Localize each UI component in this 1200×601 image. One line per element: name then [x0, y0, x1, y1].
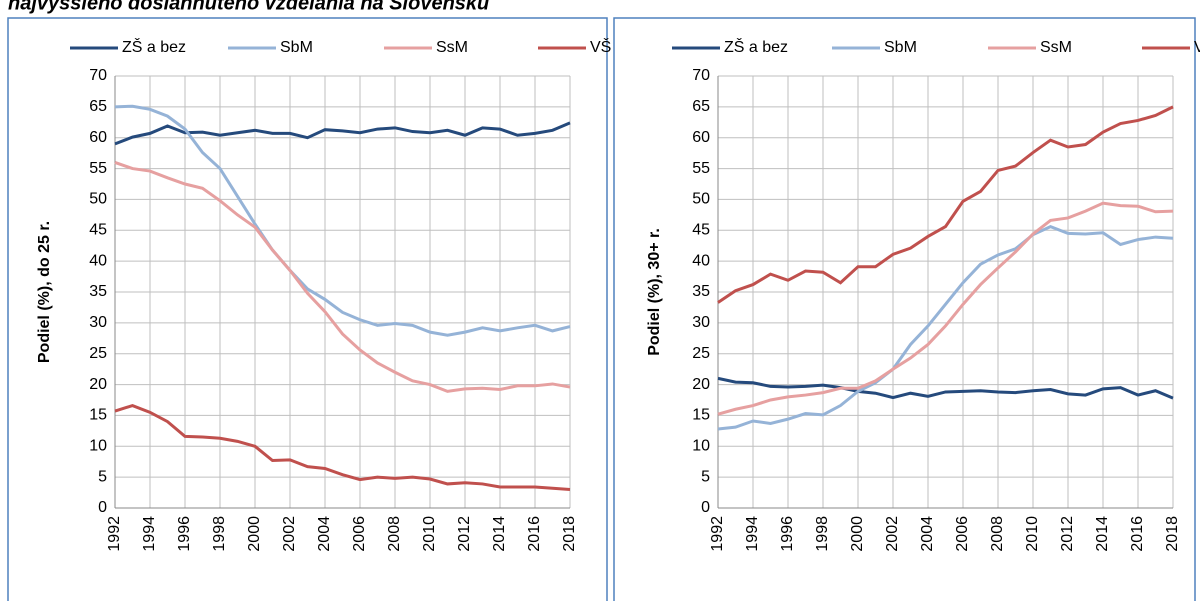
legend-label: SsM	[436, 39, 468, 56]
y-tick-label: 15	[692, 407, 710, 424]
legend-label: VŠ	[590, 37, 611, 56]
y-axis-label: Podiel (%), 30+ r.	[646, 228, 663, 356]
y-tick-label: 0	[701, 499, 710, 516]
legend-label: ZŠ a bez	[122, 37, 186, 56]
x-tick-label: 2002	[281, 516, 298, 552]
y-tick-label: 60	[692, 129, 710, 146]
x-tick-label: 2006	[954, 516, 971, 552]
legend-label: SsM	[1040, 39, 1072, 56]
legend-label: SbM	[884, 39, 917, 56]
x-tick-label: 1994	[744, 516, 761, 552]
x-tick-label: 1996	[779, 516, 796, 552]
y-tick-label: 50	[692, 191, 710, 208]
legend-label: SbM	[280, 39, 313, 56]
y-tick-label: 55	[89, 160, 107, 177]
x-tick-label: 1996	[176, 516, 193, 552]
y-tick-label: 10	[89, 438, 107, 455]
y-tick-label: 70	[692, 67, 710, 84]
y-tick-label: 10	[692, 438, 710, 455]
y-tick-label: 35	[692, 283, 710, 300]
y-tick-label: 40	[89, 252, 107, 269]
series-line	[717, 201, 1174, 416]
x-tick-label: 2002	[884, 516, 901, 552]
y-tick-label: 25	[89, 345, 107, 362]
x-tick-label: 2012	[1059, 516, 1076, 552]
x-tick-label: 2000	[246, 516, 263, 552]
y-tick-label: 30	[692, 314, 710, 331]
legend-label: VŠ	[1194, 37, 1200, 56]
x-tick-label: 2004	[919, 516, 936, 552]
x-tick-label: 2004	[316, 516, 333, 552]
y-tick-label: 45	[89, 222, 107, 239]
series-line	[717, 376, 1174, 400]
x-tick-label: 2014	[491, 516, 508, 552]
y-tick-label: 15	[89, 407, 107, 424]
x-tick-label: 2000	[849, 516, 866, 552]
y-tick-label: 50	[89, 191, 107, 208]
y-tick-label: 45	[692, 222, 710, 239]
title: najvyššieho dosiahnutého vzdelania na Sl…	[8, 0, 489, 14]
y-tick-label: 55	[692, 160, 710, 177]
y-tick-label: 0	[98, 499, 107, 516]
x-tick-label: 2016	[1129, 516, 1146, 552]
x-tick-label: 1998	[814, 516, 831, 552]
y-tick-label: 70	[89, 67, 107, 84]
series-line	[114, 104, 571, 337]
x-tick-label: 2018	[561, 516, 578, 552]
x-tick-label: 2010	[421, 516, 438, 552]
series-line	[114, 403, 571, 491]
series-line	[114, 121, 571, 146]
y-tick-label: 20	[692, 376, 710, 393]
x-tick-label: 1994	[141, 516, 158, 552]
panel-border	[613, 17, 1196, 601]
panel-border	[7, 17, 608, 601]
y-tick-label: 5	[98, 468, 107, 485]
y-tick-label: 35	[89, 283, 107, 300]
x-tick-label: 2016	[526, 516, 543, 552]
y-tick-label: 20	[89, 376, 107, 393]
x-tick-label: 1992	[709, 516, 726, 552]
x-tick-label: 2008	[989, 516, 1006, 552]
y-tick-label: 40	[692, 252, 710, 269]
series-line	[114, 160, 571, 393]
y-tick-label: 30	[89, 314, 107, 331]
x-tick-label: 2014	[1094, 516, 1111, 552]
x-tick-label: 1998	[211, 516, 228, 552]
y-tick-label: 25	[692, 345, 710, 362]
x-tick-label: 2008	[386, 516, 403, 552]
x-tick-label: 1992	[106, 516, 123, 552]
legend-label: ZŠ a bez	[724, 37, 788, 56]
series-line	[717, 105, 1174, 304]
x-tick-label: 2012	[456, 516, 473, 552]
y-tick-label: 65	[89, 98, 107, 115]
y-tick-label: 5	[701, 468, 710, 485]
y-tick-label: 60	[89, 129, 107, 146]
y-axis-label: Podiel (%), do 25 r.	[36, 221, 53, 363]
y-tick-label: 65	[692, 98, 710, 115]
x-tick-label: 2006	[351, 516, 368, 552]
x-tick-label: 2010	[1024, 516, 1041, 552]
series-line	[717, 224, 1174, 431]
x-tick-label: 2018	[1164, 516, 1181, 552]
